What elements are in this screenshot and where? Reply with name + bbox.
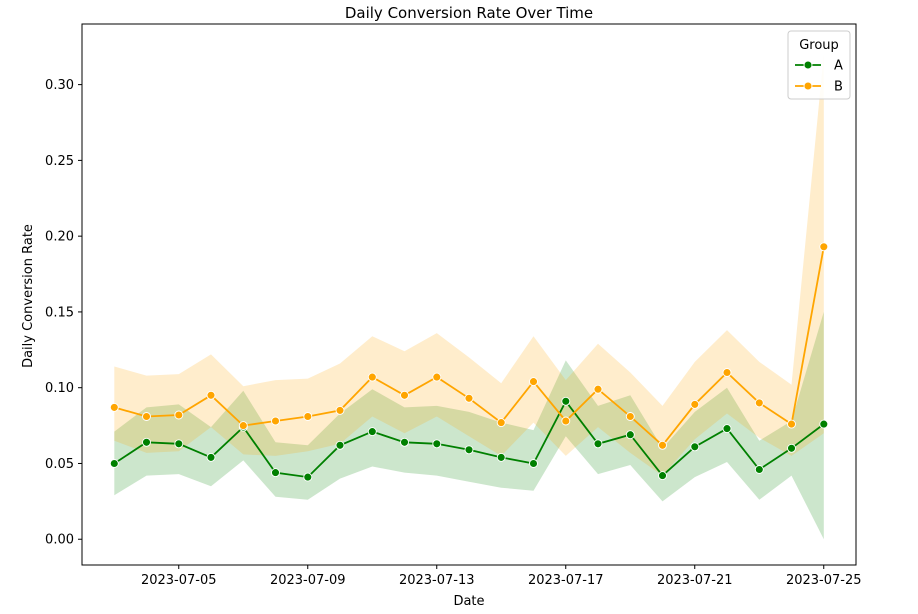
data-point-a [109,459,119,468]
x-tick-label: 2023-07-21 [657,573,733,588]
confidence-band-a [114,311,824,540]
y-axis-label: Daily Conversion Rate [21,224,36,368]
chart-title: Daily Conversion Rate Over Time [345,4,593,22]
data-point-b [206,390,216,400]
data-point-a [754,465,764,474]
data-point-b [625,412,635,421]
legend-title: Group [799,38,839,53]
data-point-b [690,399,700,409]
data-point-b [367,372,377,382]
x-tick-label: 2023-07-05 [141,573,217,588]
data-point-a [690,442,700,452]
data-point-a [174,439,184,449]
x-axis-label: Date [453,594,484,609]
data-point-a [367,427,377,437]
legend-label-b: B [834,80,843,95]
x-tick-label: 2023-07-25 [786,573,862,588]
data-point-a [787,443,796,453]
x-tick-label: 2023-07-13 [399,573,475,588]
data-point-a [464,445,474,455]
data-point-b [561,416,571,426]
series-markers [109,242,829,482]
plot-area-frame [81,23,857,566]
data-point-a [625,430,635,440]
data-point-a [400,437,409,447]
data-point-b [722,368,732,377]
data-point-a [658,471,667,481]
y-axis-ticks: 0.00 0.05 0.10 0.15 0.20 0.25 0.30 [45,78,82,548]
y-tick-label: 0.10 [45,381,74,396]
data-point-a [819,419,829,429]
legend-marker-b [803,81,813,91]
data-point-b [593,384,603,394]
x-axis-ticks: 2023-07-05 2023-07-09 2023-07-13 2023-07-17… [141,565,862,588]
data-point-a [142,437,151,447]
data-point-a [561,396,571,406]
x-tick-label: 2023-07-17 [528,573,604,588]
data-point-b [432,372,442,382]
data-point-b [496,418,506,428]
data-point-b [529,377,538,387]
legend-marker-a [803,60,813,70]
y-tick-label: 0.15 [45,305,74,320]
legend: Group AB [787,30,851,100]
data-point-b [109,402,119,412]
data-point-b [787,419,796,429]
y-tick-label: 0.05 [45,457,74,472]
data-point-b [819,242,829,252]
data-point-a [722,424,732,434]
data-point-a [206,452,216,462]
data-point-b [271,416,280,426]
data-point-a [593,439,603,449]
confidence-bands [114,54,824,540]
data-point-b [142,412,151,421]
data-point-b [238,421,248,431]
data-point-b [400,390,409,400]
data-point-b [464,393,474,403]
y-tick-label: 0.25 [45,154,74,169]
x-tick-label: 2023-07-09 [270,573,346,588]
data-point-b [754,398,764,408]
y-tick-label: 0.20 [45,230,74,245]
data-point-a [303,472,313,482]
confidence-band-b [114,54,824,476]
data-point-a [529,459,538,468]
data-point-b [658,440,667,450]
data-point-b [303,412,313,421]
data-point-b [335,405,345,415]
legend-label-a: A [834,59,843,74]
y-tick-label: 0.00 [45,533,74,548]
data-point-a [335,440,345,450]
data-point-a [432,439,442,449]
data-point-a [271,468,280,478]
data-point-b [174,410,184,420]
data-point-a [496,452,506,462]
y-tick-label: 0.30 [45,78,74,93]
